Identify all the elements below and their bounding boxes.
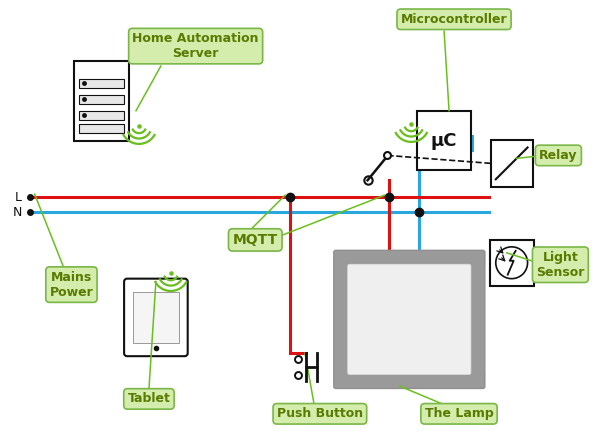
Text: Microcontroller: Microcontroller: [401, 13, 507, 26]
Bar: [491, 139, 533, 187]
Bar: [133, 291, 179, 343]
Text: N: N: [13, 206, 22, 219]
FancyBboxPatch shape: [347, 264, 471, 375]
Text: μC: μC: [431, 131, 458, 149]
Text: Mains
Power: Mains Power: [50, 270, 93, 299]
Text: Relay: Relay: [539, 149, 577, 162]
Bar: [79, 124, 123, 133]
Text: Push Button: Push Button: [277, 407, 363, 420]
Text: Tablet: Tablet: [128, 392, 170, 405]
Circle shape: [496, 247, 528, 278]
Bar: [79, 95, 123, 104]
Text: L: L: [15, 191, 22, 204]
Text: MQTT: MQTT: [232, 233, 278, 247]
FancyBboxPatch shape: [334, 250, 485, 388]
Text: Home Automation
Server: Home Automation Server: [132, 32, 259, 60]
Bar: [74, 61, 129, 140]
Bar: [79, 111, 123, 120]
Bar: [79, 79, 123, 88]
FancyBboxPatch shape: [124, 278, 187, 356]
Bar: [417, 111, 471, 170]
Text: The Lamp: The Lamp: [425, 407, 494, 420]
Text: Light
Sensor: Light Sensor: [536, 251, 585, 279]
Bar: [490, 240, 534, 286]
